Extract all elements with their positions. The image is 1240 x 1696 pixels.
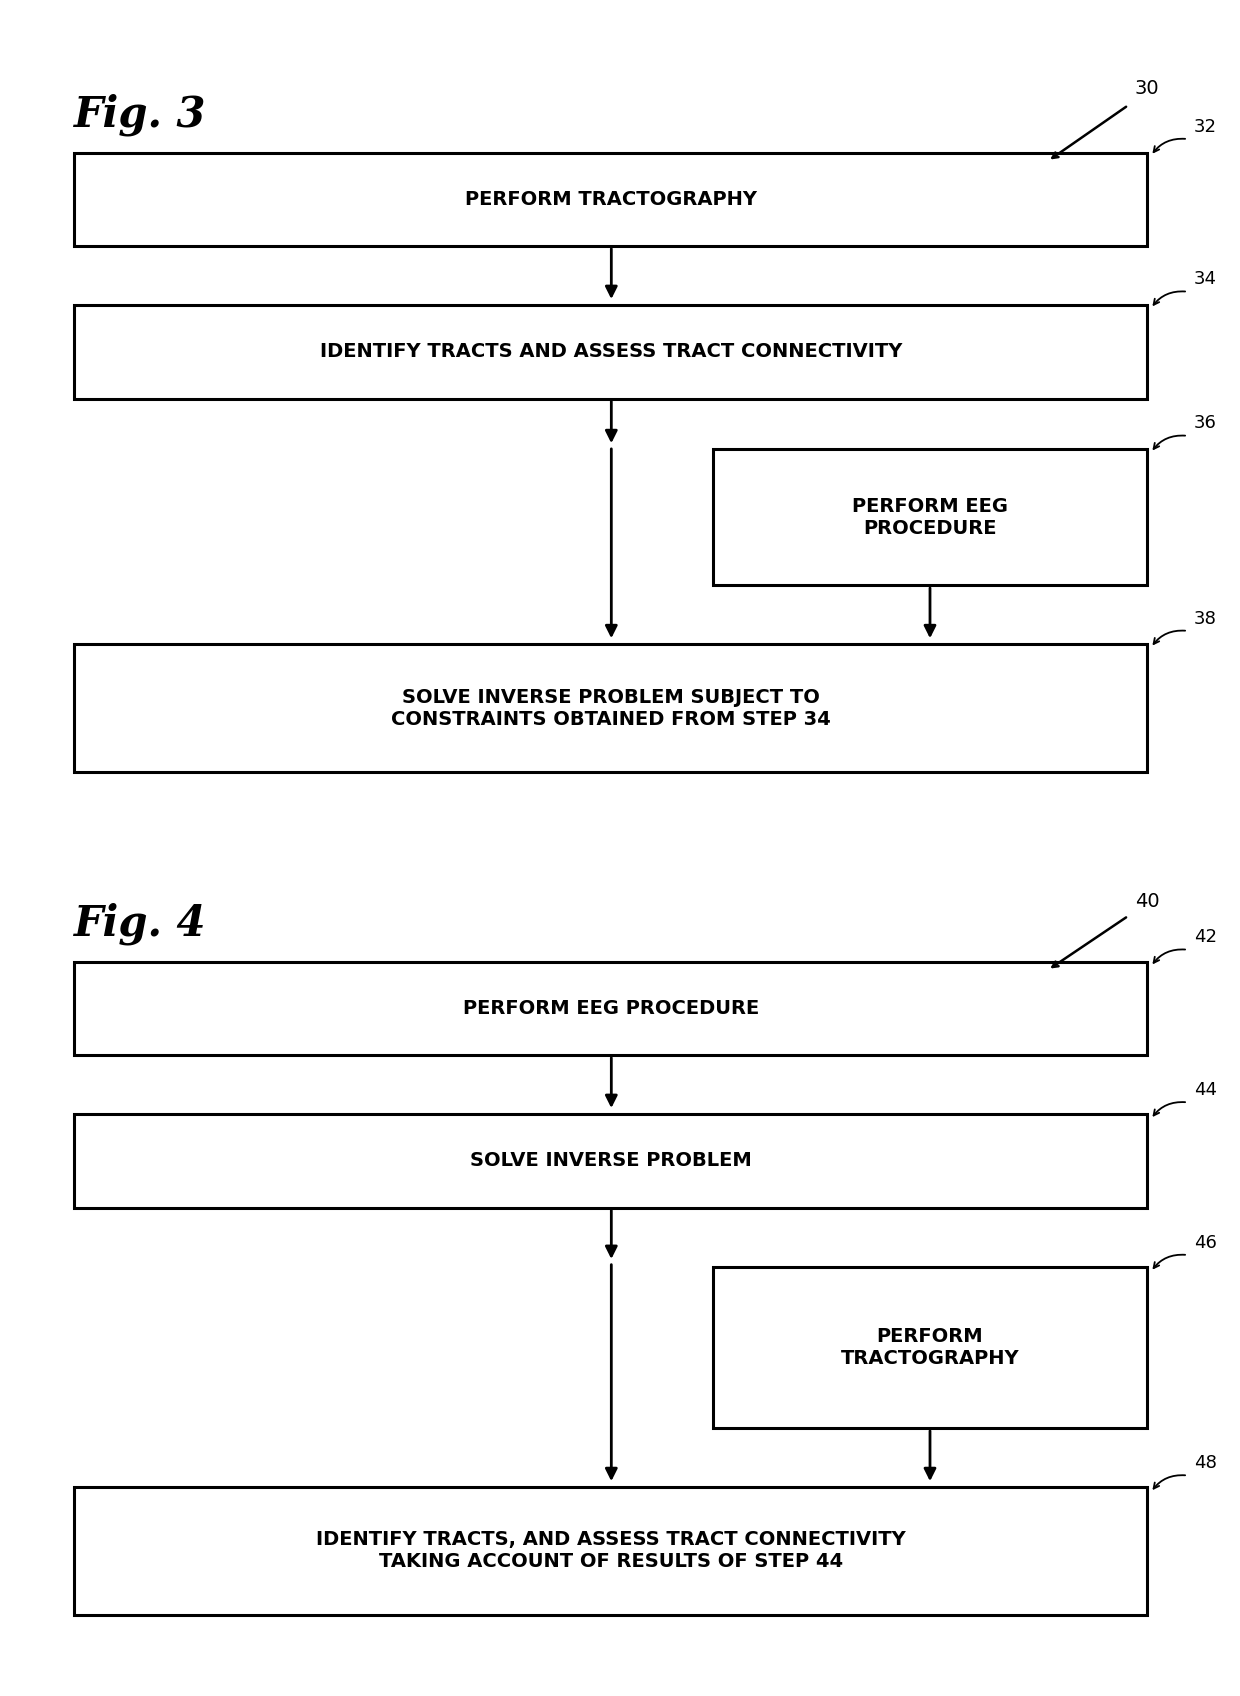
Bar xyxy=(74,962,1147,1055)
Text: SOLVE INVERSE PROBLEM SUBJECT TO
CONSTRAINTS OBTAINED FROM STEP 34: SOLVE INVERSE PROBLEM SUBJECT TO CONSTRA… xyxy=(391,687,831,729)
Text: 46: 46 xyxy=(1194,1233,1216,1252)
Text: 38: 38 xyxy=(1194,609,1216,628)
Text: 34: 34 xyxy=(1194,270,1218,288)
Text: 30: 30 xyxy=(1135,80,1159,98)
Text: PERFORM
TRACTOGRAPHY: PERFORM TRACTOGRAPHY xyxy=(841,1326,1019,1369)
Text: PERFORM EEG
PROCEDURE: PERFORM EEG PROCEDURE xyxy=(852,497,1008,538)
Text: IDENTIFY TRACTS AND ASSESS TRACT CONNECTIVITY: IDENTIFY TRACTS AND ASSESS TRACT CONNECT… xyxy=(320,343,901,361)
Bar xyxy=(713,449,1147,585)
Bar xyxy=(74,153,1147,246)
Text: 42: 42 xyxy=(1194,928,1218,946)
Text: PERFORM EEG PROCEDURE: PERFORM EEG PROCEDURE xyxy=(463,999,759,1018)
Text: Fig. 4: Fig. 4 xyxy=(74,902,207,945)
Text: 36: 36 xyxy=(1194,414,1216,432)
Text: Fig. 3: Fig. 3 xyxy=(74,93,207,136)
Text: 44: 44 xyxy=(1194,1080,1218,1099)
Bar xyxy=(713,1267,1147,1428)
Bar xyxy=(74,305,1147,399)
Bar xyxy=(74,1487,1147,1615)
Text: PERFORM TRACTOGRAPHY: PERFORM TRACTOGRAPHY xyxy=(465,190,756,209)
Bar xyxy=(74,1114,1147,1208)
Text: SOLVE INVERSE PROBLEM: SOLVE INVERSE PROBLEM xyxy=(470,1152,751,1170)
Text: 32: 32 xyxy=(1194,117,1218,136)
Text: 48: 48 xyxy=(1194,1453,1216,1472)
Text: IDENTIFY TRACTS, AND ASSESS TRACT CONNECTIVITY
TAKING ACCOUNT OF RESULTS OF STEP: IDENTIFY TRACTS, AND ASSESS TRACT CONNEC… xyxy=(316,1530,905,1572)
Bar xyxy=(74,644,1147,772)
Text: 40: 40 xyxy=(1135,892,1159,911)
